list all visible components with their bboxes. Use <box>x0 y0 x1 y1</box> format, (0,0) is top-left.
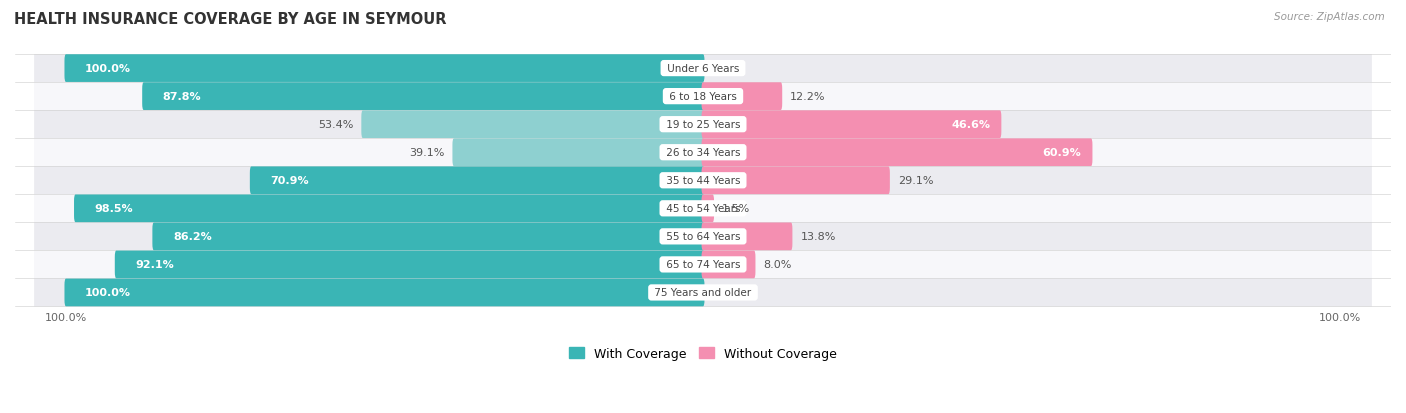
FancyBboxPatch shape <box>65 279 704 306</box>
FancyBboxPatch shape <box>115 251 704 279</box>
Text: Source: ZipAtlas.com: Source: ZipAtlas.com <box>1274 12 1385 22</box>
Text: 98.5%: 98.5% <box>94 204 134 214</box>
FancyBboxPatch shape <box>34 111 1372 139</box>
Text: 12.2%: 12.2% <box>790 92 825 102</box>
Text: 55 to 64 Years: 55 to 64 Years <box>662 232 744 242</box>
FancyBboxPatch shape <box>34 167 1372 195</box>
Text: 6 to 18 Years: 6 to 18 Years <box>666 92 740 102</box>
FancyBboxPatch shape <box>34 139 1372 167</box>
Text: 1.5%: 1.5% <box>723 204 751 214</box>
FancyBboxPatch shape <box>34 279 1372 307</box>
FancyBboxPatch shape <box>702 251 755 279</box>
FancyBboxPatch shape <box>142 83 704 111</box>
Text: 100.0%: 100.0% <box>86 288 131 298</box>
FancyBboxPatch shape <box>702 83 782 111</box>
FancyBboxPatch shape <box>75 195 704 223</box>
Text: 86.2%: 86.2% <box>173 232 212 242</box>
FancyBboxPatch shape <box>702 223 793 251</box>
Text: 92.1%: 92.1% <box>135 260 174 270</box>
Text: 87.8%: 87.8% <box>163 92 201 102</box>
Text: 45 to 54 Years: 45 to 54 Years <box>662 204 744 214</box>
Text: 8.0%: 8.0% <box>763 260 792 270</box>
Text: HEALTH INSURANCE COVERAGE BY AGE IN SEYMOUR: HEALTH INSURANCE COVERAGE BY AGE IN SEYM… <box>14 12 447 27</box>
Text: 70.9%: 70.9% <box>270 176 309 186</box>
Text: 29.1%: 29.1% <box>898 176 934 186</box>
FancyBboxPatch shape <box>34 83 1372 111</box>
FancyBboxPatch shape <box>702 139 1092 167</box>
Text: 39.1%: 39.1% <box>409 148 444 158</box>
FancyBboxPatch shape <box>453 139 704 167</box>
FancyBboxPatch shape <box>250 167 704 195</box>
Text: 46.6%: 46.6% <box>952 120 990 130</box>
FancyBboxPatch shape <box>702 195 714 223</box>
FancyBboxPatch shape <box>34 223 1372 251</box>
Text: 13.8%: 13.8% <box>800 232 835 242</box>
Text: 100.0%: 100.0% <box>86 64 131 74</box>
FancyBboxPatch shape <box>34 195 1372 223</box>
FancyBboxPatch shape <box>702 111 1001 139</box>
FancyBboxPatch shape <box>34 55 1372 83</box>
FancyBboxPatch shape <box>152 223 704 251</box>
Text: 35 to 44 Years: 35 to 44 Years <box>662 176 744 186</box>
Text: 26 to 34 Years: 26 to 34 Years <box>662 148 744 158</box>
Text: Under 6 Years: Under 6 Years <box>664 64 742 74</box>
Text: 60.9%: 60.9% <box>1043 148 1081 158</box>
Text: 19 to 25 Years: 19 to 25 Years <box>662 120 744 130</box>
Legend: With Coverage, Without Coverage: With Coverage, Without Coverage <box>569 347 837 360</box>
FancyBboxPatch shape <box>34 251 1372 279</box>
Text: 53.4%: 53.4% <box>318 120 353 130</box>
FancyBboxPatch shape <box>702 167 890 195</box>
Text: 65 to 74 Years: 65 to 74 Years <box>662 260 744 270</box>
FancyBboxPatch shape <box>65 55 704 83</box>
Text: 75 Years and older: 75 Years and older <box>651 288 755 298</box>
FancyBboxPatch shape <box>361 111 704 139</box>
